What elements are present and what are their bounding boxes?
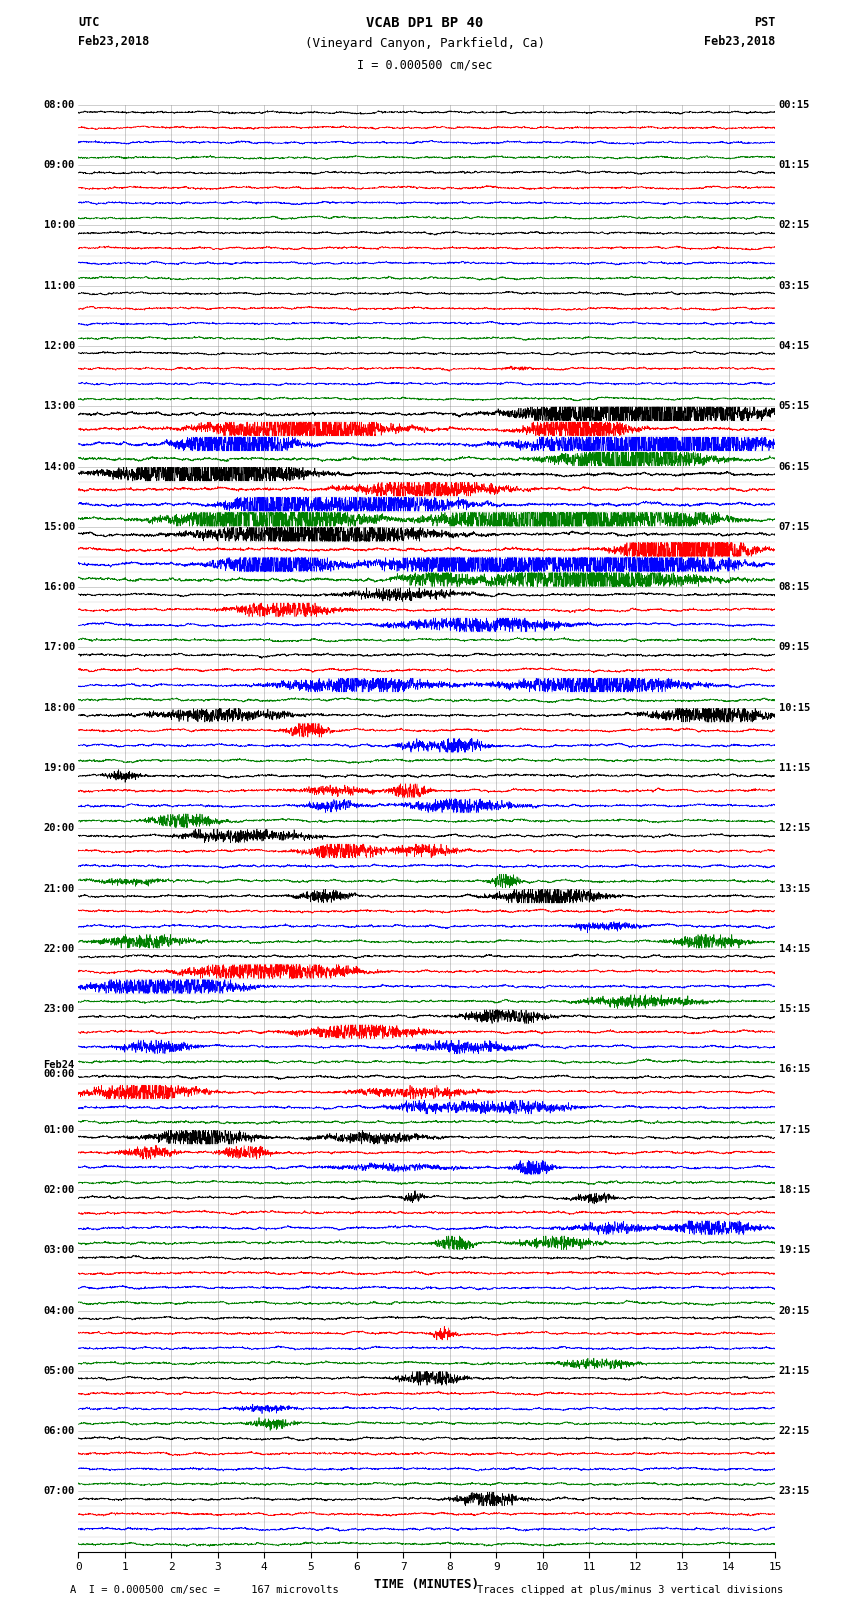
Text: 20:00: 20:00 xyxy=(43,823,75,834)
Text: 05:15: 05:15 xyxy=(779,402,810,411)
Text: 23:15: 23:15 xyxy=(779,1487,810,1497)
Text: 16:00: 16:00 xyxy=(43,582,75,592)
Text: 19:15: 19:15 xyxy=(779,1245,810,1255)
Text: 02:00: 02:00 xyxy=(43,1186,75,1195)
Text: UTC: UTC xyxy=(78,16,99,29)
Text: 04:00: 04:00 xyxy=(43,1305,75,1316)
Text: 17:00: 17:00 xyxy=(43,642,75,652)
Text: 03:15: 03:15 xyxy=(779,281,810,290)
Text: 11:15: 11:15 xyxy=(779,763,810,773)
Text: Feb23,2018: Feb23,2018 xyxy=(704,35,775,48)
Text: Feb23,2018: Feb23,2018 xyxy=(78,35,150,48)
Text: 07:00: 07:00 xyxy=(43,1487,75,1497)
Text: 07:15: 07:15 xyxy=(779,523,810,532)
Text: 15:00: 15:00 xyxy=(43,523,75,532)
Text: Traces clipped at plus/minus 3 vertical divisions: Traces clipped at plus/minus 3 vertical … xyxy=(478,1586,784,1595)
Text: 19:00: 19:00 xyxy=(43,763,75,773)
Text: 22:15: 22:15 xyxy=(779,1426,810,1436)
Text: 04:15: 04:15 xyxy=(779,340,810,352)
Text: 06:00: 06:00 xyxy=(43,1426,75,1436)
Text: 22:00: 22:00 xyxy=(43,944,75,953)
Text: (Vineyard Canyon, Parkfield, Ca): (Vineyard Canyon, Parkfield, Ca) xyxy=(305,37,545,50)
Text: Feb24
00:00: Feb24 00:00 xyxy=(43,1060,75,1079)
Text: I = 0.000500 cm/sec: I = 0.000500 cm/sec xyxy=(357,58,493,71)
Text: 14:00: 14:00 xyxy=(43,461,75,471)
Text: PST: PST xyxy=(754,16,775,29)
Text: 06:15: 06:15 xyxy=(779,461,810,471)
X-axis label: TIME (MINUTES): TIME (MINUTES) xyxy=(374,1578,479,1590)
Text: 20:15: 20:15 xyxy=(779,1305,810,1316)
Text: 17:15: 17:15 xyxy=(779,1124,810,1134)
Text: 02:15: 02:15 xyxy=(779,221,810,231)
Text: A  I = 0.000500 cm/sec =     167 microvolts: A I = 0.000500 cm/sec = 167 microvolts xyxy=(70,1586,338,1595)
Text: 10:00: 10:00 xyxy=(43,221,75,231)
Text: 03:00: 03:00 xyxy=(43,1245,75,1255)
Text: 15:15: 15:15 xyxy=(779,1005,810,1015)
Text: 08:15: 08:15 xyxy=(779,582,810,592)
Text: 23:00: 23:00 xyxy=(43,1005,75,1015)
Text: 21:15: 21:15 xyxy=(779,1366,810,1376)
Text: 14:15: 14:15 xyxy=(779,944,810,953)
Text: VCAB DP1 BP 40: VCAB DP1 BP 40 xyxy=(366,16,484,31)
Text: 18:00: 18:00 xyxy=(43,703,75,713)
Text: 01:15: 01:15 xyxy=(779,160,810,169)
Text: 18:15: 18:15 xyxy=(779,1186,810,1195)
Text: 09:00: 09:00 xyxy=(43,160,75,169)
Text: 11:00: 11:00 xyxy=(43,281,75,290)
Text: 05:00: 05:00 xyxy=(43,1366,75,1376)
Text: 10:15: 10:15 xyxy=(779,703,810,713)
Text: 12:00: 12:00 xyxy=(43,340,75,352)
Text: 13:00: 13:00 xyxy=(43,402,75,411)
Text: 16:15: 16:15 xyxy=(779,1065,810,1074)
Text: 09:15: 09:15 xyxy=(779,642,810,652)
Text: 13:15: 13:15 xyxy=(779,884,810,894)
Text: 21:00: 21:00 xyxy=(43,884,75,894)
Text: 08:00: 08:00 xyxy=(43,100,75,110)
Text: 01:00: 01:00 xyxy=(43,1124,75,1134)
Text: 12:15: 12:15 xyxy=(779,823,810,834)
Text: 00:15: 00:15 xyxy=(779,100,810,110)
